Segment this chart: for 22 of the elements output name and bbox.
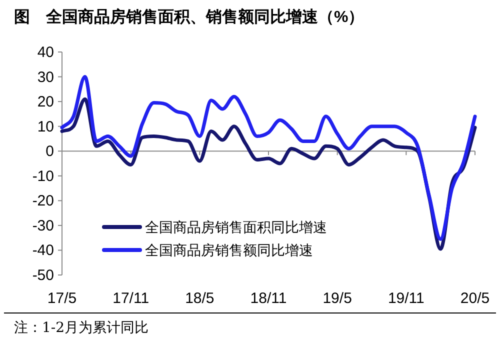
x-tick-label: 18/11 [250,290,287,307]
y-tick-label: 20 [37,94,54,111]
y-tick-label: -50 [32,267,54,284]
y-tick-label: 40 [37,44,54,61]
x-tick-label: 20/5 [460,290,490,307]
legend-label: 全国商品房销售额同比增速 [145,243,313,259]
y-tick-label: -40 [32,242,54,260]
chart-title: 图 全国商品房销售面积、销售额同比增速（%） [14,7,364,26]
x-tick-label: 19/11 [388,290,424,307]
y-tick-label: 10 [37,118,54,136]
x-tick-label: 19/5 [322,290,352,307]
y-tick-label: -20 [32,192,54,210]
y-tick-label: 30 [37,68,54,86]
text: 注：1-2月为累计同比 [14,320,149,336]
y-tick-label: -30 [32,217,54,234]
y-tick-label: -10 [32,168,54,185]
legend-label: 全国商品房销售面积同比增速 [145,220,327,236]
x-tick-label: 17/5 [47,290,77,307]
y-tick-label: 0 [46,143,54,160]
line-series [60,75,477,241]
x-tick-label: 18/5 [185,290,214,307]
x-tick-label: 17/11 [112,290,150,307]
